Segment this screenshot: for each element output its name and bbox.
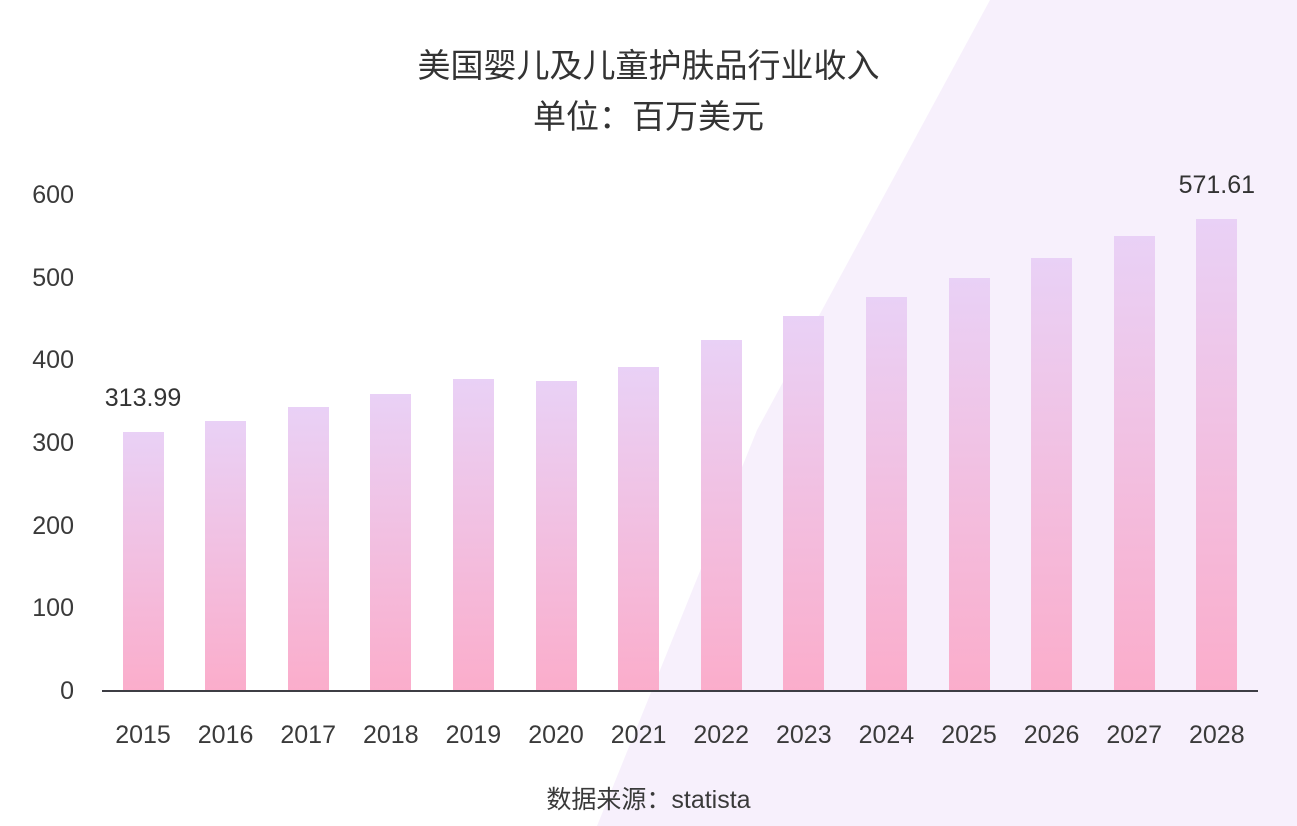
x-axis-label-2018: 2018	[362, 721, 419, 749]
x-axis-label-2015: 2015	[115, 721, 171, 749]
y-axis-tick-200: 200	[32, 511, 74, 540]
x-axis-label-2021: 2021	[610, 721, 667, 749]
bar-2025	[948, 277, 990, 691]
bar-2017	[287, 406, 329, 691]
x-axis-label-2017: 2017	[280, 721, 336, 749]
x-axis-label-2020: 2020	[528, 721, 584, 749]
x-axis-label-2019: 2019	[445, 721, 502, 749]
bar-2023	[783, 315, 825, 691]
y-axis-tick-500: 500	[32, 263, 74, 292]
bar-2019	[452, 379, 494, 691]
bar-2022	[700, 339, 742, 691]
bar-2018	[370, 394, 412, 691]
value-label-2015: 313.99	[104, 383, 182, 412]
x-axis-label-2024: 2024	[858, 721, 915, 749]
x-axis-label-2027: 2027	[1106, 721, 1162, 749]
y-axis-tick-100: 100	[32, 594, 74, 623]
x-axis-label-2025: 2025	[941, 721, 997, 749]
x-axis-label-2016: 2016	[197, 721, 254, 749]
chart-title-block: 美国婴儿及儿童护肤品行业收入 单位：百万美元	[0, 40, 1297, 142]
bar-2027	[1113, 235, 1155, 691]
bar-2028	[1196, 218, 1238, 691]
bar-2021	[618, 367, 660, 691]
data-source-label: 数据来源：statista	[546, 786, 751, 814]
y-axis-tick-0: 0	[60, 677, 74, 705]
x-axis-label-2023: 2023	[775, 721, 832, 749]
x-axis-label-2022: 2022	[693, 721, 749, 749]
bar-2016	[205, 420, 247, 691]
bar-2020	[535, 381, 577, 691]
y-axis-tick-600: 600	[32, 181, 74, 210]
y-axis-tick-400: 400	[32, 346, 74, 375]
x-axis-label-2028: 2028	[1188, 721, 1245, 749]
x-axis-label-2026: 2026	[1023, 721, 1080, 749]
bar-2026	[1031, 257, 1073, 691]
y-axis-tick-300: 300	[32, 429, 74, 458]
x-axis-line	[102, 690, 1258, 692]
bar-2024	[865, 296, 907, 691]
value-label-2028: 571.61	[1178, 170, 1256, 199]
chart-title: 美国婴儿及儿童护肤品行业收入	[417, 47, 880, 84]
bar-2015	[122, 431, 164, 691]
chart-subtitle: 单位：百万美元	[533, 98, 764, 135]
